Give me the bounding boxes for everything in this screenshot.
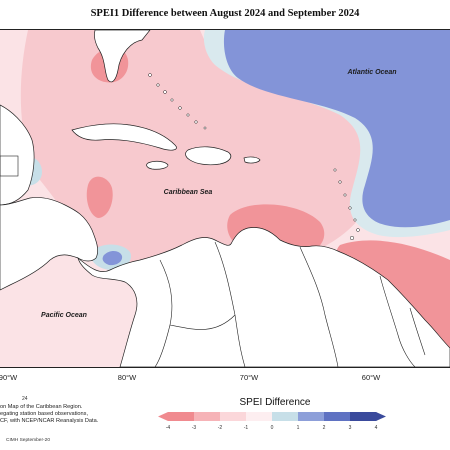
footer-text: CIMH September-20: [6, 438, 50, 443]
legend-segment: [350, 412, 377, 421]
legend-arrow-low: [158, 412, 168, 421]
land-florida: [94, 30, 151, 83]
legend-arrow-high: [376, 412, 386, 421]
legend-tick-label: -4: [166, 425, 171, 431]
color-legend: -4 -3 -2 -1 0 1 2 3 4: [158, 412, 386, 431]
caribbean-sea-label: Caribbean Sea: [164, 189, 213, 196]
legend-bar: [158, 412, 386, 421]
map-title: SPEI1 Difference between August 2024 and…: [90, 8, 360, 19]
map-panel: Atlantic Ocean Caribbean Sea Pacific Oce…: [0, 29, 450, 368]
legend-segment: [246, 412, 273, 421]
inset-box: [0, 155, 19, 177]
legend-tick-label: 2: [323, 425, 326, 431]
legend-tick-label: 4: [375, 425, 378, 431]
longitude-label-90w: 90°W: [0, 373, 18, 382]
land-lesser-antilles: [333, 168, 360, 241]
legend-tick-label: 3: [349, 425, 352, 431]
legend-tick-label: -3: [192, 425, 197, 431]
land-yucatan: [0, 104, 35, 206]
legend-segment: [194, 412, 221, 421]
pacific-ocean-label: Pacific Ocean: [41, 312, 87, 319]
land-south-america: [77, 227, 450, 367]
longitude-label-70w: 70°W: [239, 373, 259, 382]
legend-segment: [272, 412, 299, 421]
credit-number: 24: [22, 396, 28, 402]
red-zone-honduras: [86, 176, 113, 218]
legend-tick-label: -1: [244, 425, 249, 431]
legend-tick-label: 0: [271, 425, 274, 431]
legend-tick-label: 1: [297, 425, 300, 431]
longitude-label-80w: 80°W: [117, 373, 137, 382]
map-credit: on Map of the Caribbean Region. egating …: [0, 404, 118, 425]
legend-segment: [298, 412, 325, 421]
legend-segment: [168, 412, 195, 421]
legend-segment: [324, 412, 351, 421]
longitude-label-60w: 60°W: [361, 373, 381, 382]
credit-line: on Map of the Caribbean Region.: [0, 404, 83, 410]
legend-ticks: -4 -3 -2 -1 0 1 2 3 4: [166, 425, 378, 431]
legend-tick-label: -2: [218, 425, 223, 431]
land-hispaniola: [185, 146, 232, 166]
credit-line: egating station based observations,: [0, 411, 89, 417]
blue-zone-panama-core: [102, 250, 123, 266]
credit-line: CF, with NCEP/NCAR Reanalysis Data.: [0, 418, 99, 424]
land-bahamas: [148, 73, 207, 130]
legend-segment: [220, 412, 247, 421]
land-puerto-rico: [243, 156, 261, 164]
spei-difference-map: Atlantic Ocean Caribbean Sea Pacific Oce…: [0, 30, 450, 367]
country-borders: [154, 241, 426, 367]
land-central-america: [0, 197, 98, 291]
land-jamaica: [146, 160, 169, 170]
atlantic-ocean-label: Atlantic Ocean: [346, 69, 396, 76]
blue-zone-atlantic: [223, 30, 450, 228]
legend-title: SPEI Difference: [239, 397, 311, 408]
land-cuba: [71, 123, 177, 151]
